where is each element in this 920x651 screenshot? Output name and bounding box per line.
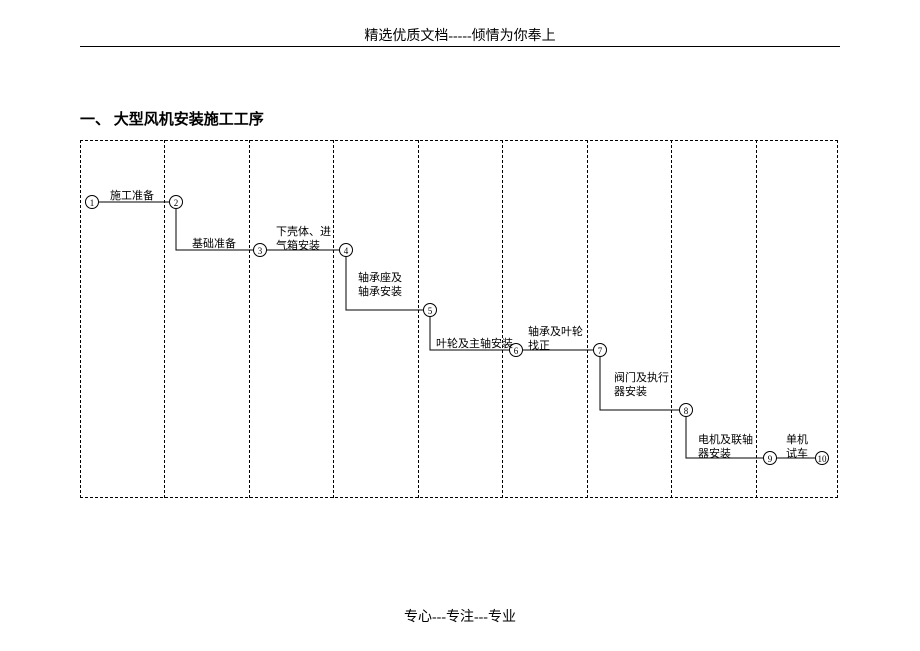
process-label: 单机 试车 bbox=[786, 434, 808, 462]
grid-column-line bbox=[333, 140, 334, 498]
process-node: 2 bbox=[169, 195, 183, 209]
page-header: 精选优质文档-----倾情为你奉上 bbox=[0, 25, 920, 45]
process-node: 4 bbox=[339, 243, 353, 257]
grid-column-line bbox=[587, 140, 588, 498]
grid-column-line bbox=[756, 140, 757, 498]
process-node: 1 bbox=[85, 195, 99, 209]
process-label: 下壳体、进 气箱安装 bbox=[276, 226, 331, 254]
process-node: 9 bbox=[763, 451, 777, 465]
process-node: 7 bbox=[593, 343, 607, 357]
grid-column-line bbox=[671, 140, 672, 498]
process-node: 3 bbox=[253, 243, 267, 257]
grid-column-line bbox=[164, 140, 165, 498]
header-rule bbox=[80, 46, 840, 47]
process-label: 电机及联轴 器安装 bbox=[698, 434, 753, 462]
section-title: 一、 大型风机安装施工工序 bbox=[80, 108, 264, 129]
process-label: 施工准备 bbox=[110, 190, 154, 204]
grid-column-line bbox=[249, 140, 250, 498]
page-footer: 专心---专注---专业 bbox=[0, 606, 920, 626]
process-node: 8 bbox=[679, 403, 693, 417]
process-label: 轴承及叶轮 找正 bbox=[528, 326, 583, 354]
process-label: 叶轮及主轴安装 bbox=[436, 338, 513, 352]
process-label: 轴承座及 轴承安装 bbox=[358, 272, 402, 300]
process-node: 5 bbox=[423, 303, 437, 317]
process-diagram: 12345678910 施工准备基础准备下壳体、进 气箱安装轴承座及 轴承安装叶… bbox=[80, 140, 840, 500]
process-node: 10 bbox=[815, 451, 829, 465]
process-label: 阀门及执行 器安装 bbox=[614, 372, 669, 400]
grid-column-line bbox=[502, 140, 503, 498]
grid-column-line bbox=[418, 140, 419, 498]
process-label: 基础准备 bbox=[192, 238, 236, 252]
